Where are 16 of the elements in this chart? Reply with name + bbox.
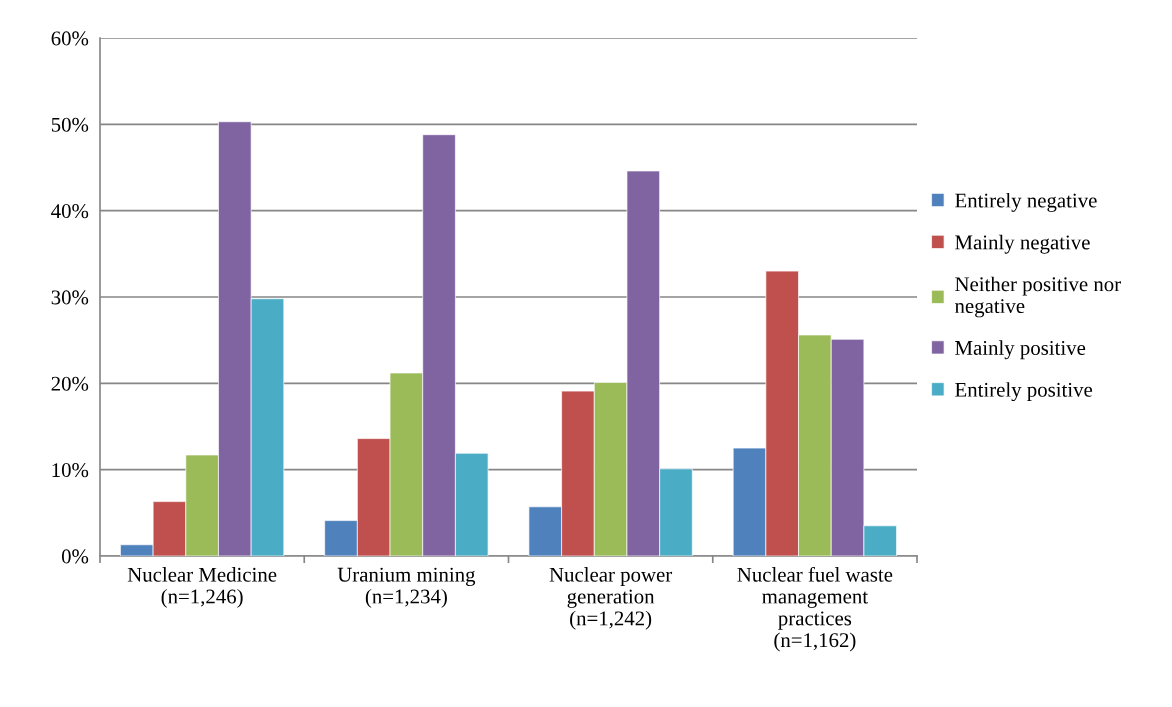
legend-label: Entirely positive — [955, 382, 1093, 402]
y-tick-label: 0% — [61, 549, 89, 564]
y-tick-label: 50% — [51, 117, 89, 132]
y-tick-label: 40% — [51, 204, 89, 219]
legend-label: Entirely negative — [955, 192, 1097, 212]
y-tick-label: 60% — [51, 31, 89, 46]
y-tick-label: 10% — [52, 463, 89, 478]
legend-label: Mainly positive — [955, 340, 1086, 360]
y-tick-label: 20% — [51, 376, 89, 391]
legend-label: Mainly negative — [955, 234, 1090, 254]
x-tick-label: Uranium mining (n=1,234) — [337, 567, 476, 608]
x-tick-label: Nuclear Medicine (n=1,246) — [127, 567, 277, 608]
x-tick-label: Nuclear power generation (n=1,242) — [549, 567, 673, 630]
legend-label: Neither positive nor negative — [954, 276, 1121, 318]
y-tick-label: 30% — [51, 290, 89, 305]
x-tick-label: Nuclear fuel waste management practices (n=1,162) — [737, 566, 893, 652]
